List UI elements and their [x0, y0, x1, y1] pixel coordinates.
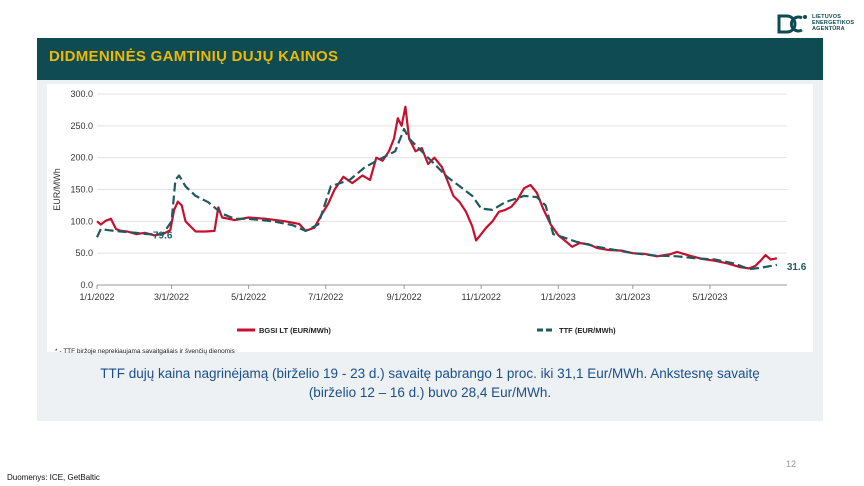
logo-text: LIETUVOS ENERGETIKOS AGENTŪRA	[812, 14, 855, 32]
y-tick-label: 200.0	[70, 153, 93, 163]
content-panel: 0.0 50.0 100.0 150.0 200.0 250.0 300.0 1/1/2022…	[37, 80, 823, 421]
x-tick-label: 5/1/2022	[231, 292, 266, 302]
x-tick-label: 9/1/2022	[387, 292, 422, 302]
ttf-series-line	[95, 127, 778, 271]
y-tick-label: 50.0	[75, 248, 93, 258]
x-tick-label: 5/1/2023	[692, 292, 727, 302]
legend-bgsi-label: BGSI LT (EUR/MWh)	[259, 326, 331, 335]
title-banner: DIDMENINĖS GAMTINIŲ DUJŲ KAINOS	[37, 38, 823, 80]
bgsi-series-line	[96, 105, 778, 270]
y-tick-label: 150.0	[70, 185, 93, 195]
x-tick-label: 7/1/2022	[308, 292, 343, 302]
logo-mark-icon	[777, 14, 807, 34]
x-tick-label: 11/1/2022	[461, 292, 500, 302]
y-tick-label: 250.0	[70, 121, 93, 131]
x-tick-label: 1/1/2022	[79, 292, 114, 302]
data-label: 31.6	[787, 262, 807, 273]
data-label: 79.6	[153, 230, 173, 241]
chart-area: 0.0 50.0 100.0 150.0 200.0 250.0 300.0 1/1/2022…	[47, 84, 813, 352]
legend-ttf-label: TTF (EUR/MWh)	[559, 326, 616, 335]
y-axis-label: EUR/MWh	[52, 168, 62, 211]
x-tick-label: 3/1/2022	[154, 292, 189, 302]
page-title: DIDMENINĖS GAMTINIŲ DUJŲ KAINOS	[49, 48, 339, 65]
price-line-chart: 0.0 50.0 100.0 150.0 200.0 250.0 300.0 1/1/2022…	[52, 89, 807, 335]
agency-logo: LIETUVOS ENERGETIKOS AGENTŪRA	[776, 12, 856, 36]
y-tick-label: 100.0	[70, 216, 93, 226]
x-tick-label: 3/1/2023	[615, 292, 650, 302]
data-source: Duomenys: ICE, GetBaltic	[7, 473, 100, 482]
y-tick-label: 0.0	[80, 280, 93, 290]
page-number: 12	[786, 459, 797, 469]
trading-note: * - TTF biržoje neprekiaujama savaitgali…	[55, 348, 235, 355]
x-tick-label: 1/1/2023	[541, 292, 576, 302]
summary-text: TTF dujų kaina nagrinėjamą (birželio 19 …	[100, 366, 760, 400]
y-tick-label: 300.0	[70, 89, 93, 99]
